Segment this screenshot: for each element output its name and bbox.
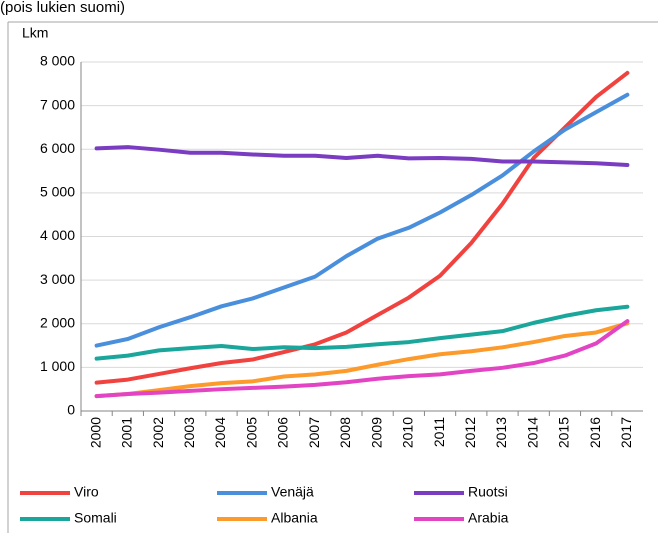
y-tick-label: 5 000 (40, 184, 75, 200)
x-tick-label: 2015 (556, 417, 572, 448)
series-line (94, 145, 630, 167)
x-tick-label: 2014 (524, 417, 540, 448)
series-line (94, 70, 630, 385)
legend-label: Ruotsi (468, 484, 508, 500)
y-tick-label: 4 000 (40, 227, 75, 243)
y-tick-label: 3 000 (40, 271, 75, 287)
legend-label: Viro (74, 484, 99, 500)
series-line (94, 321, 630, 399)
y-tick-label: 1 000 (40, 358, 75, 374)
x-tick-label: 2017 (618, 417, 634, 448)
chart-subtitle: (pois lukien suomi) (0, 0, 125, 16)
series-line (94, 304, 630, 361)
x-tick-label: 2005 (243, 417, 259, 448)
y-axis-label: Lkm (22, 25, 48, 41)
x-tick-label: 2004 (212, 417, 228, 448)
y-tick-label: 8 000 (40, 53, 75, 69)
x-tick-label: 2012 (462, 417, 478, 448)
legend-label: Venäjä (271, 484, 314, 500)
x-tick-label: 2010 (400, 417, 416, 448)
x-tick-label: 2011 (431, 417, 447, 447)
legend-label: Somali (74, 510, 117, 526)
legend-label: Albania (271, 510, 318, 526)
x-tick-label: 2001 (119, 417, 135, 448)
x-tick-label: 2003 (181, 417, 197, 448)
x-tick-label: 2013 (493, 417, 509, 448)
y-tick-label: 0 (67, 402, 75, 418)
x-tick-label: 2000 (87, 417, 103, 448)
x-tick-label: 2002 (150, 417, 166, 448)
y-tick-label: 6 000 (40, 140, 75, 156)
y-tick-label: 7 000 (40, 96, 75, 112)
x-tick-label: 2007 (306, 417, 322, 448)
x-tick-label: 2008 (337, 417, 353, 448)
y-tick-label: 2 000 (40, 314, 75, 330)
x-tick-label: 2016 (587, 417, 603, 448)
x-tick-label: 2006 (275, 417, 291, 448)
x-tick-label: 2009 (368, 417, 384, 448)
series-line (94, 319, 630, 399)
legend-label: Arabia (468, 510, 509, 526)
series-line (94, 92, 630, 348)
